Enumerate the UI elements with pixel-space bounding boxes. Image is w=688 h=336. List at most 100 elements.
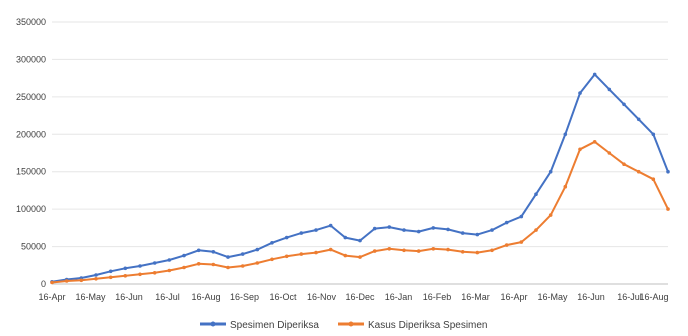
legend: Spesimen Diperiksa Kasus Diperiksa Spesi… bbox=[200, 320, 488, 331]
y-tick-label: 250000 bbox=[16, 92, 46, 102]
legend-label-spesimen: Spesimen Diperiksa bbox=[230, 320, 319, 331]
data-point bbox=[343, 235, 348, 240]
data-point bbox=[138, 264, 142, 268]
data-point bbox=[226, 255, 230, 259]
data-point bbox=[563, 132, 568, 137]
x-tick-label: 16-Jan bbox=[385, 292, 413, 302]
y-tick-label: 350000 bbox=[16, 17, 46, 27]
data-point bbox=[314, 228, 318, 232]
data-point bbox=[226, 265, 230, 270]
data-point bbox=[607, 151, 612, 155]
y-tick-label: 100000 bbox=[16, 204, 46, 214]
x-tick-label: 16-Mar bbox=[461, 292, 490, 302]
data-point bbox=[328, 247, 333, 252]
x-tick-label: 16-Jun bbox=[115, 292, 143, 302]
data-point bbox=[196, 248, 201, 253]
data-point bbox=[211, 262, 216, 267]
data-point bbox=[387, 225, 392, 229]
data-point bbox=[372, 226, 377, 231]
y-axis-tick-labels: 0 50000 100000 150000 200000 250000 300000 3500… bbox=[16, 17, 46, 289]
x-tick-label: 16-Oct bbox=[269, 292, 297, 302]
data-point bbox=[475, 232, 480, 237]
y-tick-label: 50000 bbox=[21, 242, 46, 252]
data-point bbox=[255, 261, 260, 265]
data-point bbox=[548, 169, 553, 174]
legend-label-kasus: Kasus Diperiksa Spesimen bbox=[368, 320, 488, 331]
x-tick-label: 16-Apr bbox=[500, 292, 527, 302]
data-point bbox=[431, 226, 436, 230]
data-point bbox=[255, 247, 260, 252]
y-tick-label: 150000 bbox=[16, 167, 46, 177]
data-point bbox=[211, 250, 216, 254]
data-point bbox=[636, 117, 641, 122]
data-point bbox=[563, 184, 568, 189]
data-point bbox=[402, 228, 406, 232]
data-point bbox=[94, 273, 98, 277]
y-tick-label: 200000 bbox=[16, 129, 46, 139]
x-tick-label: 16-Feb bbox=[423, 292, 452, 302]
data-point bbox=[270, 257, 274, 262]
data-point bbox=[534, 228, 538, 232]
x-tick-label: 16-Sep bbox=[230, 292, 259, 302]
data-point bbox=[167, 268, 172, 273]
data-point bbox=[519, 240, 524, 244]
plot-series bbox=[50, 72, 670, 285]
data-point bbox=[519, 214, 524, 219]
data-point bbox=[651, 177, 656, 181]
x-tick-label: 16-Dec bbox=[345, 292, 375, 302]
data-point bbox=[64, 279, 69, 283]
data-point bbox=[622, 162, 626, 166]
x-tick-label: 16-Jul bbox=[155, 292, 180, 302]
data-point bbox=[358, 238, 362, 243]
series-line-1 bbox=[51, 140, 669, 284]
data-point bbox=[548, 213, 553, 217]
data-point bbox=[284, 235, 289, 240]
data-point bbox=[387, 247, 392, 251]
data-point bbox=[666, 207, 670, 211]
data-point bbox=[490, 228, 494, 232]
data-point bbox=[402, 248, 406, 253]
data-point bbox=[446, 247, 450, 252]
data-point bbox=[490, 248, 494, 253]
x-tick-label: 16-Jun bbox=[577, 292, 605, 302]
data-point bbox=[240, 252, 245, 256]
x-axis-tick-labels: 16-Apr 16-May 16-Jun 16-Jul 16-Aug 16-Sep 16-O… bbox=[38, 292, 668, 302]
x-tick-label: 16-May bbox=[75, 292, 106, 302]
data-point bbox=[152, 271, 157, 275]
data-point bbox=[240, 264, 245, 268]
x-tick-label: 16-Apr bbox=[38, 292, 65, 302]
x-tick-label: 16-Nov bbox=[307, 292, 337, 302]
gridlines bbox=[52, 21, 668, 285]
x-tick-label: 16-Aug bbox=[639, 292, 668, 302]
data-point bbox=[108, 269, 113, 274]
data-point bbox=[182, 265, 186, 270]
data-point bbox=[475, 250, 480, 255]
data-point bbox=[152, 261, 157, 265]
data-point bbox=[138, 272, 142, 277]
data-point bbox=[460, 250, 465, 254]
data-point bbox=[108, 275, 113, 280]
data-point bbox=[416, 249, 421, 253]
x-tick-label: 16-May bbox=[537, 292, 568, 302]
x-tick-label: 16-Aug bbox=[191, 292, 220, 302]
data-point bbox=[446, 227, 450, 232]
data-point bbox=[343, 253, 348, 258]
y-tick-label: 300000 bbox=[16, 54, 46, 64]
data-point bbox=[431, 247, 436, 251]
series-line-0 bbox=[51, 73, 669, 283]
data-point bbox=[607, 87, 612, 92]
data-point bbox=[79, 278, 84, 283]
data-point bbox=[636, 169, 641, 174]
legend-marker-spesimen bbox=[210, 321, 216, 327]
data-point bbox=[504, 220, 509, 225]
data-point bbox=[460, 231, 465, 235]
data-point bbox=[182, 253, 186, 258]
legend-marker-kasus bbox=[348, 321, 354, 327]
data-point bbox=[372, 249, 377, 253]
y-tick-label: 0 bbox=[41, 279, 46, 289]
data-point bbox=[167, 258, 172, 262]
data-point bbox=[578, 91, 582, 95]
x-tick-label: 16-Jul bbox=[617, 292, 642, 302]
data-point bbox=[416, 229, 421, 234]
